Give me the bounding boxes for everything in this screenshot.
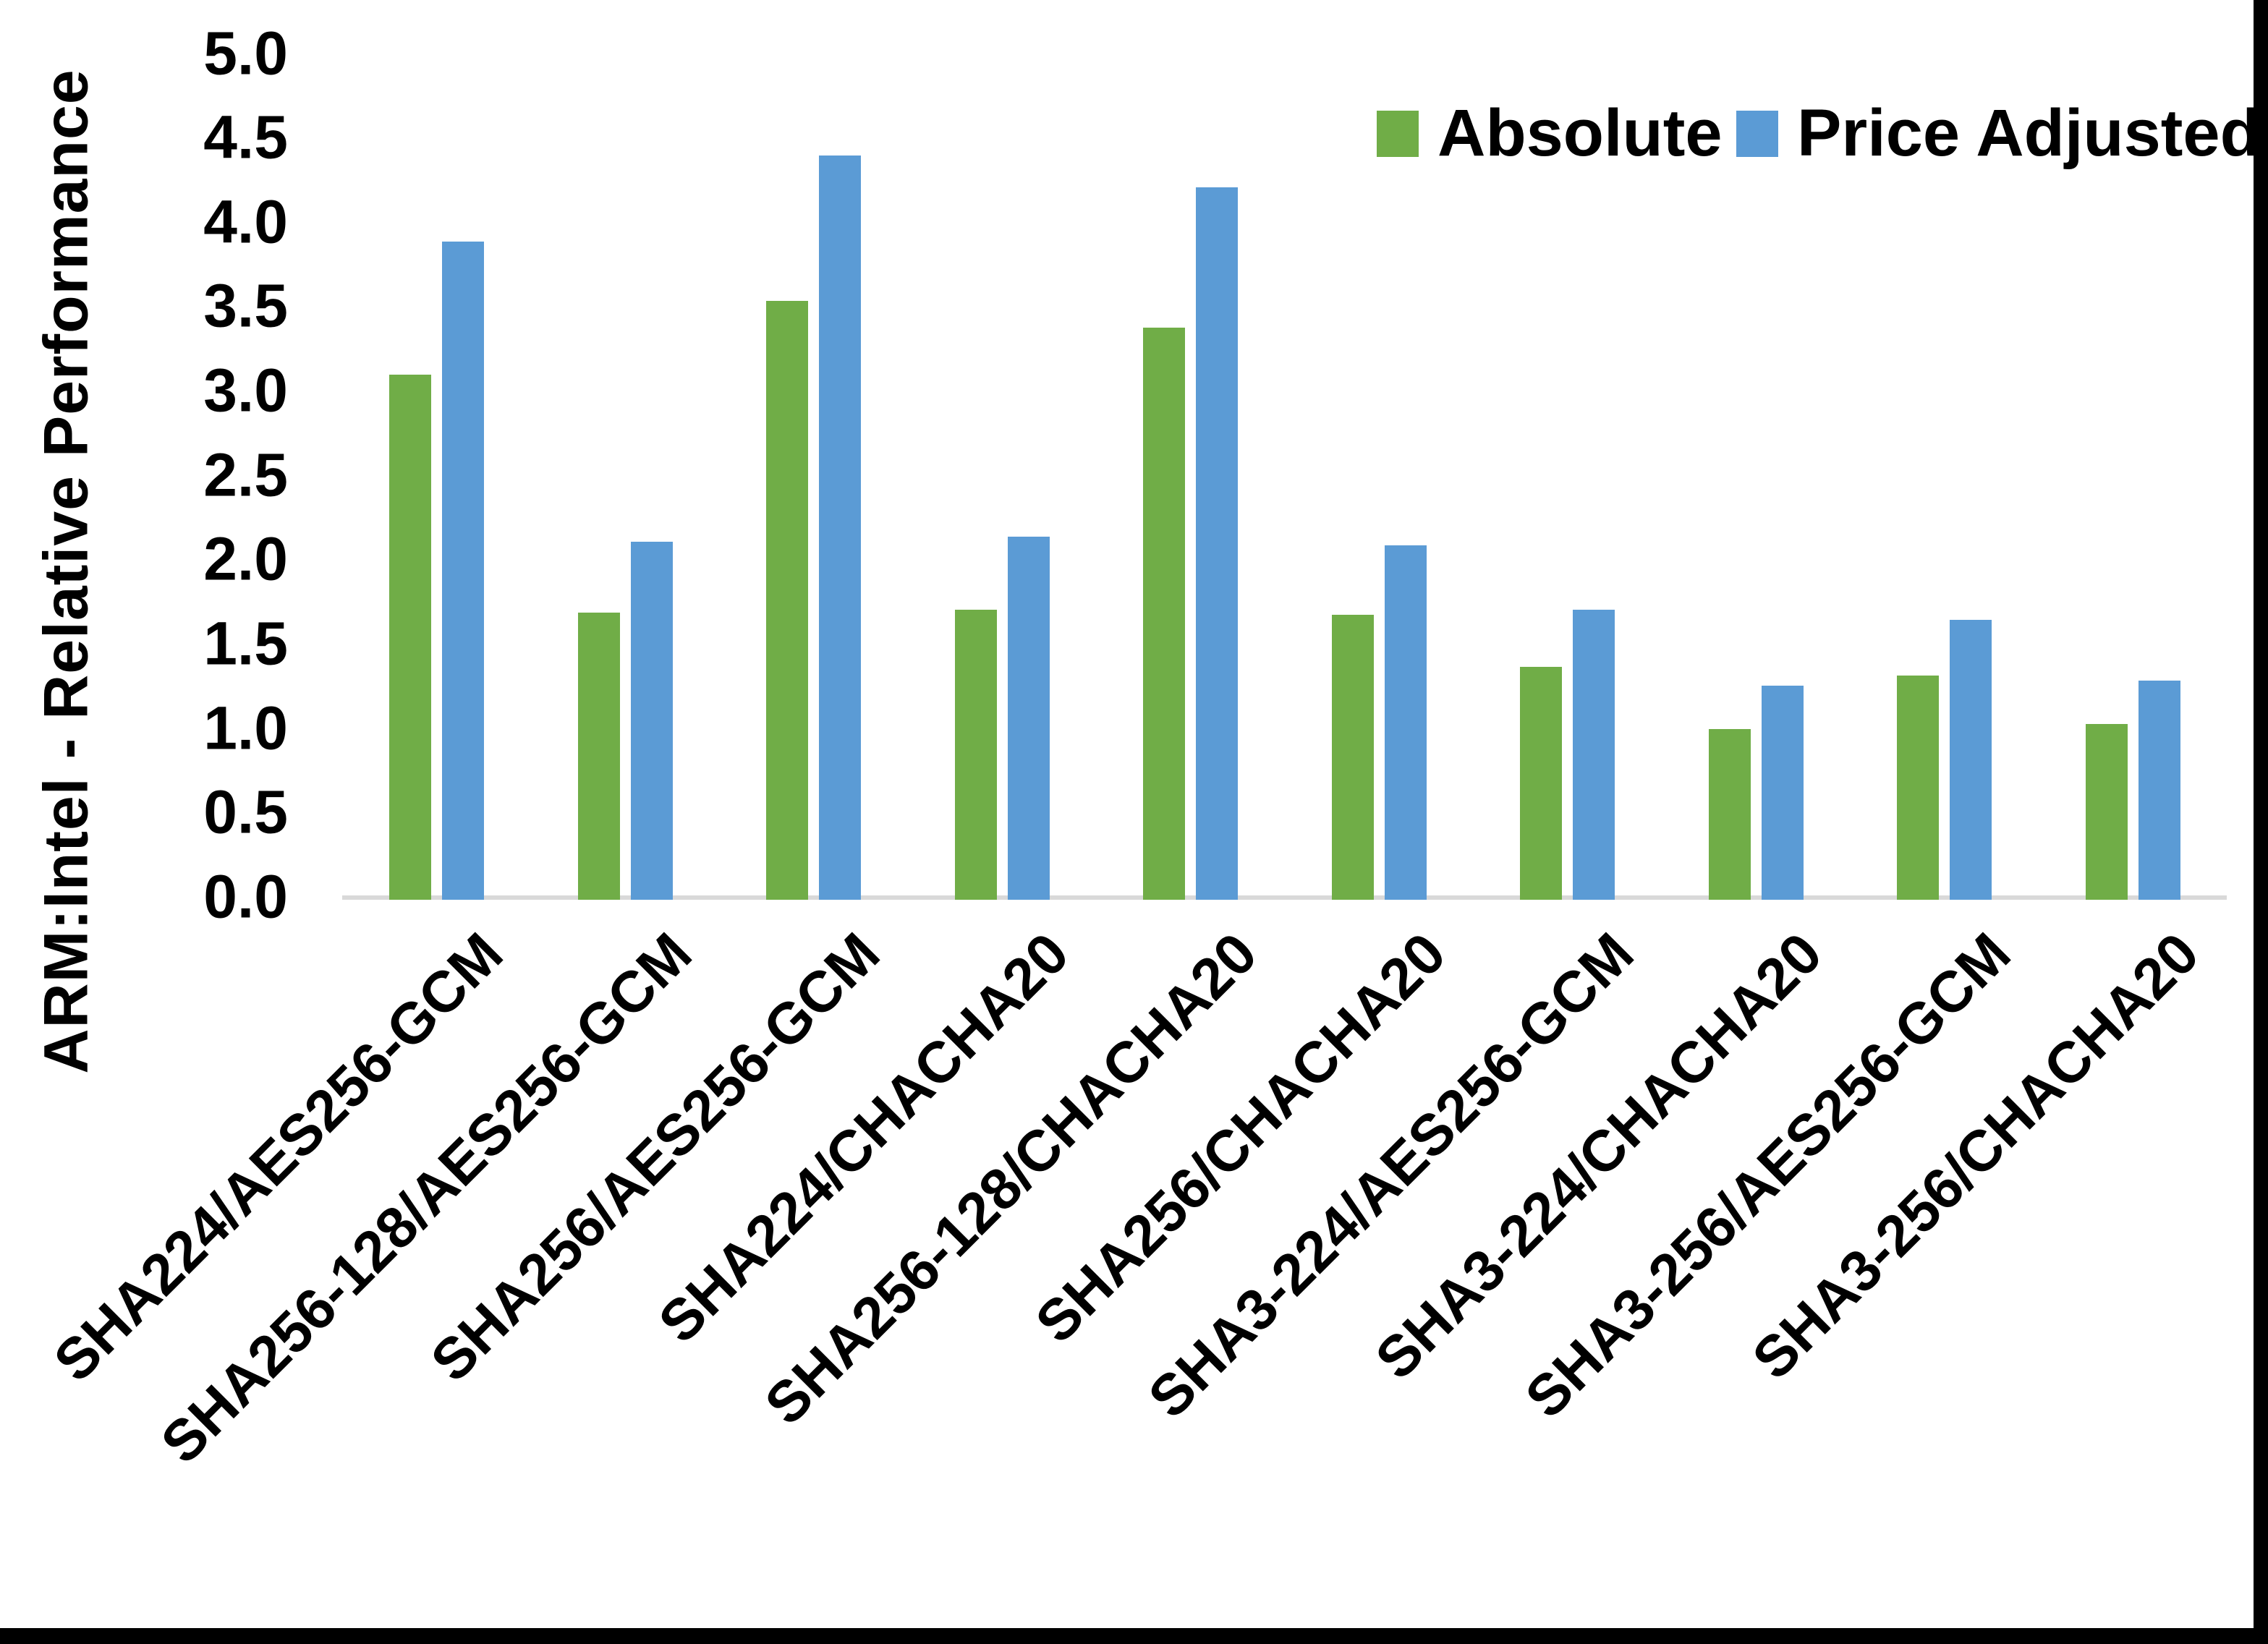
right-frame-border <box>2254 0 2268 1644</box>
legend-label: Absolute <box>1437 96 1723 170</box>
legend-swatch-price-adjusted <box>1736 110 1778 157</box>
bar-price-adjusted <box>1573 609 1615 900</box>
y-tick-label: 2.0 <box>203 525 288 594</box>
bar-absolute <box>1331 614 1374 900</box>
bar-price-adjusted <box>630 542 673 900</box>
bar-absolute <box>577 613 620 900</box>
bar-price-adjusted <box>1384 545 1427 900</box>
bar-absolute <box>954 609 997 900</box>
bar-price-adjusted <box>1007 537 1050 900</box>
bar-absolute <box>1708 729 1751 900</box>
y-tick-label: 1.5 <box>203 609 288 678</box>
y-tick-label: 3.0 <box>203 356 288 425</box>
legend-item-absolute: Absolute <box>1377 95 1723 171</box>
bar-absolute <box>766 300 808 900</box>
bar-price-adjusted <box>442 242 484 900</box>
y-tick-label: 3.5 <box>203 272 288 341</box>
bar-absolute <box>389 375 431 900</box>
y-tick-label: 2.5 <box>203 440 288 509</box>
bar-absolute <box>1143 328 1185 900</box>
bar-absolute <box>1520 667 1562 900</box>
bottom-frame-border <box>0 1628 2268 1644</box>
bar-price-adjusted <box>2138 680 2180 900</box>
bar-price-adjusted <box>1196 187 1238 900</box>
legend-item-price-adjusted: Price Adjusted <box>1736 95 2261 171</box>
legend-swatch-absolute <box>1377 110 1419 157</box>
bar-absolute <box>2085 724 2128 900</box>
legend-label: Price Adjusted <box>1797 96 2261 170</box>
y-tick-label: 0.0 <box>203 862 288 931</box>
bar-absolute <box>1897 675 1939 900</box>
y-tick-label: 5.0 <box>203 19 288 88</box>
y-tick-label: 0.5 <box>203 778 288 846</box>
y-tick-label: 1.0 <box>203 694 288 762</box>
bar-price-adjusted <box>1761 685 1804 900</box>
x-axis-line <box>342 895 2227 900</box>
y-tick-label: 4.0 <box>203 187 288 256</box>
bar-price-adjusted <box>819 156 861 900</box>
bar-price-adjusted <box>1950 619 1992 900</box>
y-tick-label: 4.5 <box>203 103 288 171</box>
